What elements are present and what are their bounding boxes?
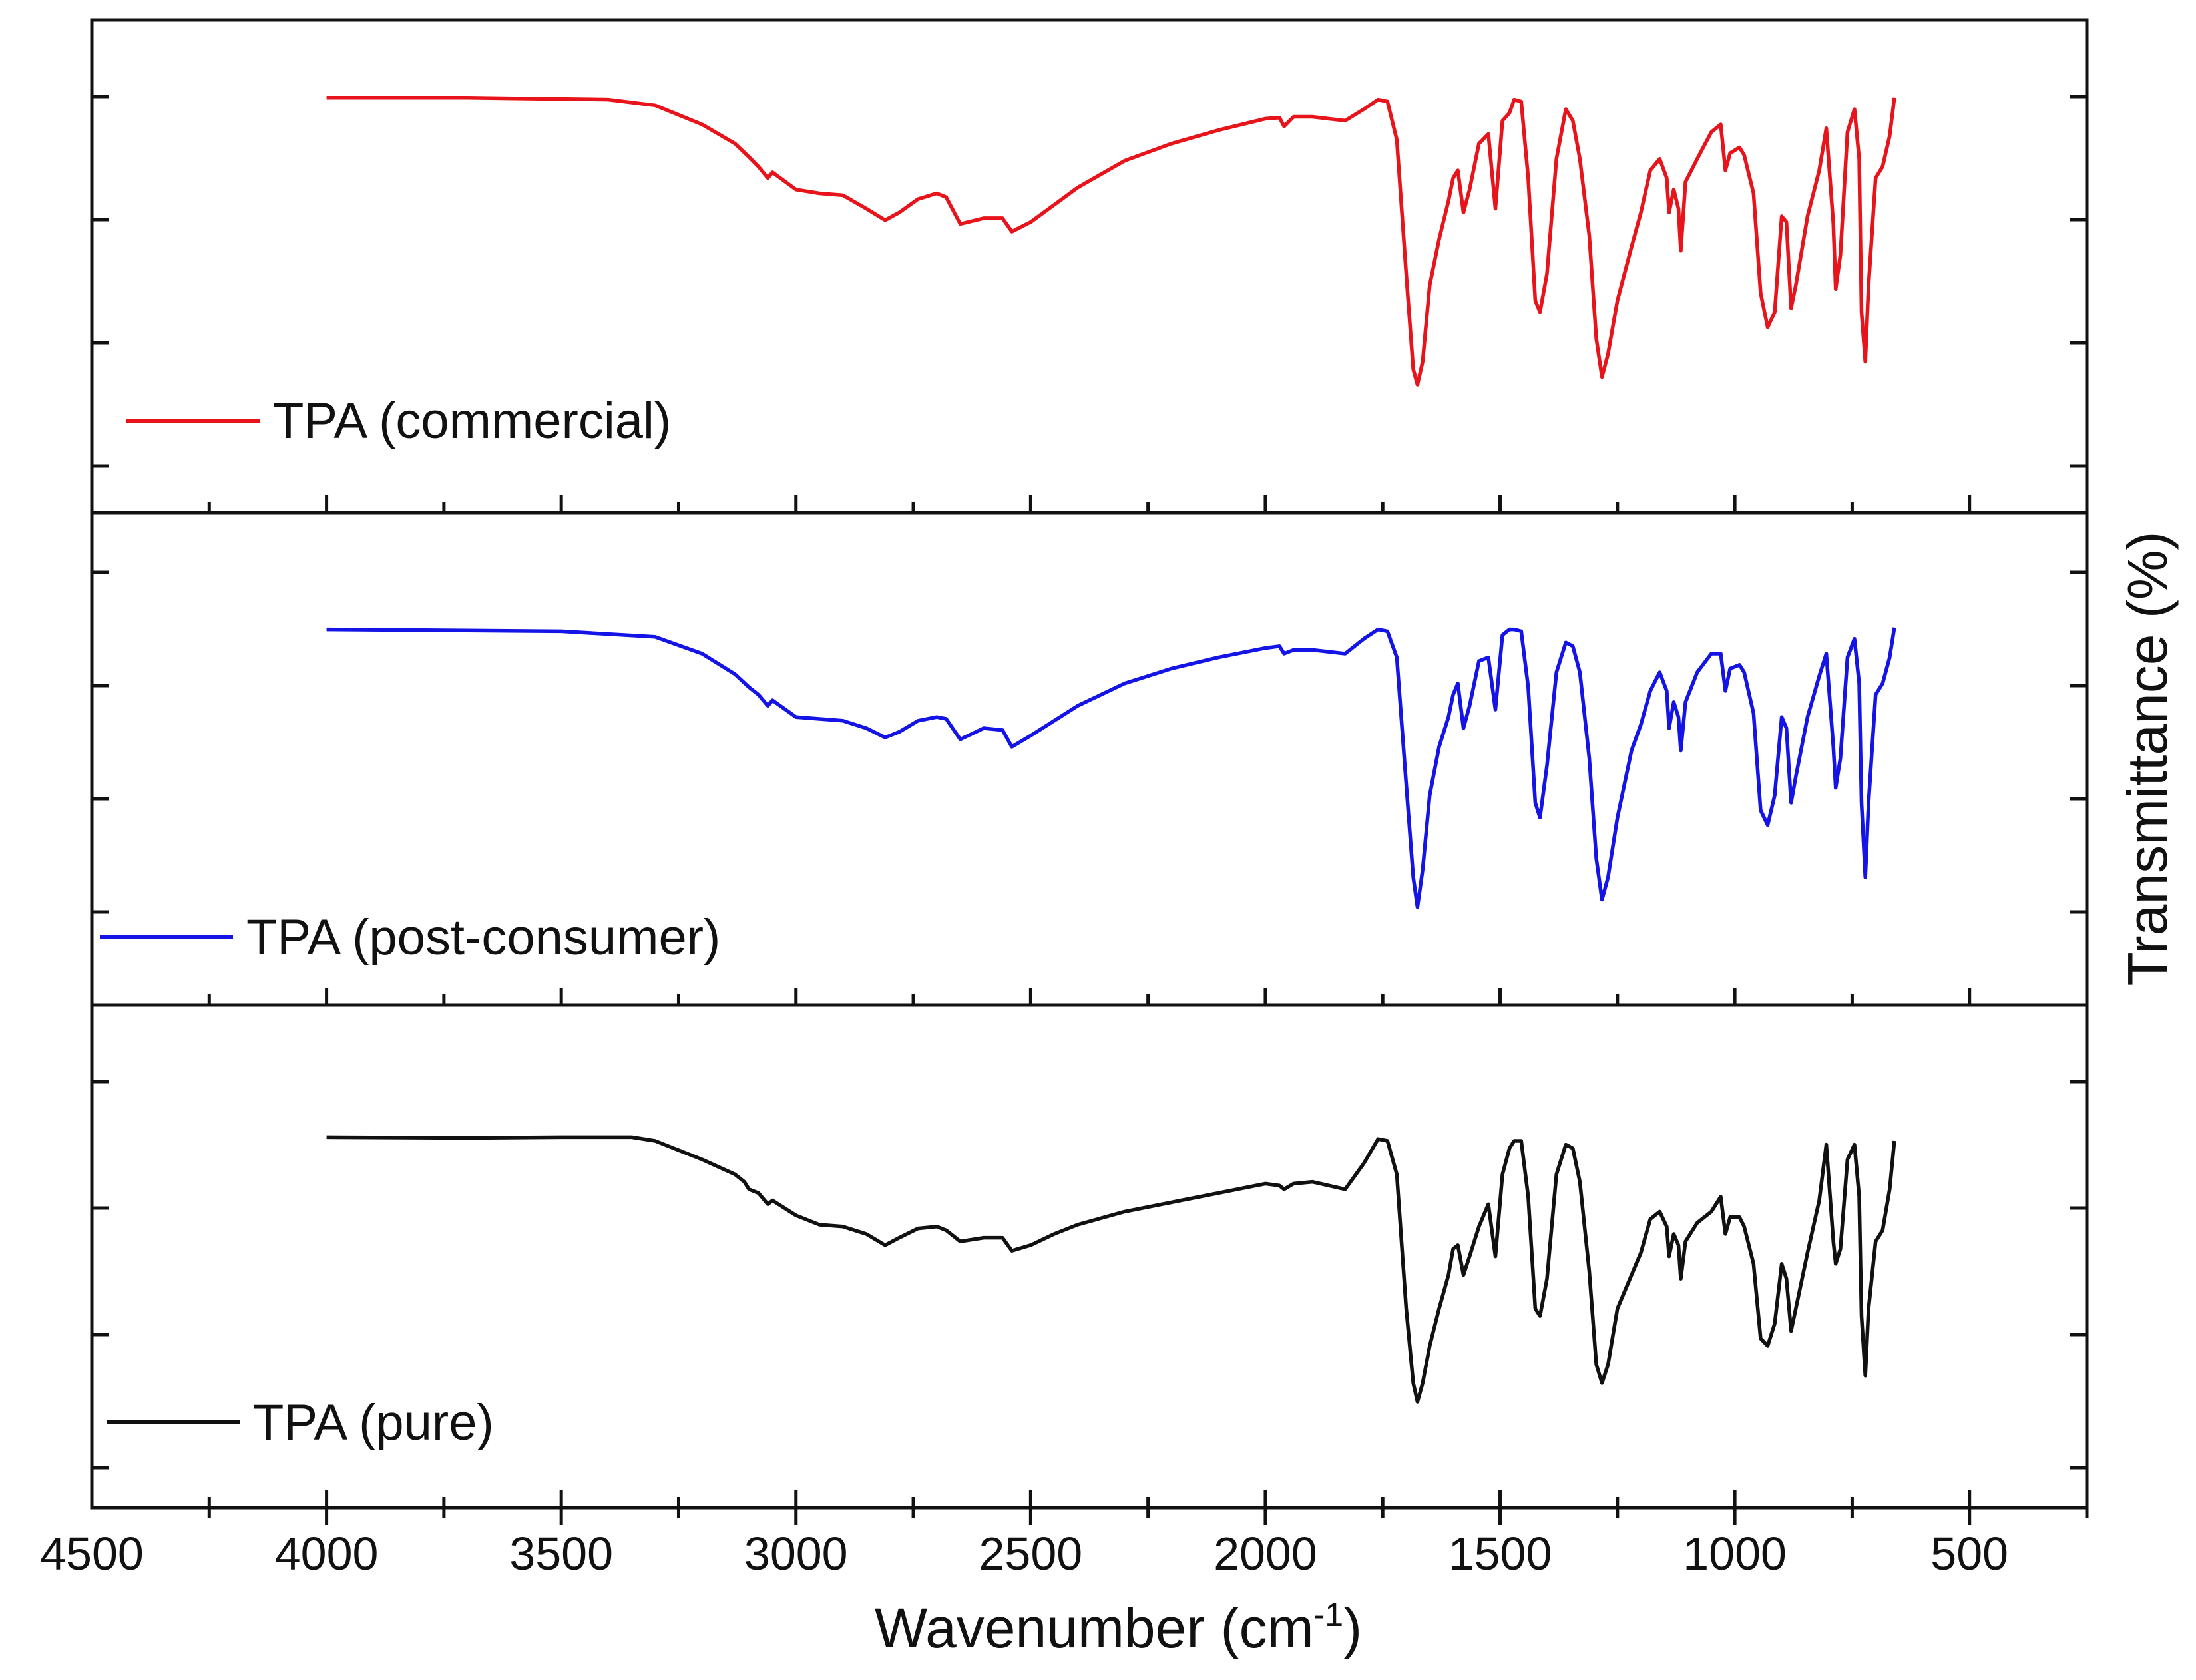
x-tick-label: 3500: [509, 1528, 613, 1579]
panel-frames: [90, 18, 2089, 1510]
spectra: [326, 96, 1896, 1404]
series-line-post-consumer: [326, 627, 1896, 909]
x-tick-label: 1000: [1683, 1528, 1787, 1579]
y-axis-title: Transmittance (%): [2116, 531, 2179, 986]
x-tick-label: 2000: [1213, 1528, 1317, 1579]
legend-commercial: TPA (commercial): [126, 393, 671, 449]
legend-label-post-consumer: TPA (post-consumer): [246, 909, 720, 966]
axis-ticks: [92, 95, 2089, 1525]
series-line-commercial: [326, 96, 1896, 387]
x-tick-label: 500: [1930, 1528, 2008, 1579]
x-axis-title-main: Wavenumber (cm: [875, 1597, 1314, 1659]
x-axis-title-superscript: -1: [1314, 1596, 1343, 1633]
x-tick-label: 1500: [1448, 1528, 1552, 1579]
x-tick-label: 3000: [744, 1528, 848, 1579]
legend-pure: TPA (pure): [107, 1394, 494, 1451]
x-axis-title: Wavenumber (cm-1): [875, 1596, 1362, 1659]
x-tick-labels: 4500 4000 3500 3000 2500 2000 1500 1000 500: [40, 1528, 2008, 1579]
legend-post-consumer: TPA (post-consumer): [100, 909, 720, 966]
legend-label-commercial: TPA (commercial): [273, 393, 671, 449]
x-tick-label: 4000: [275, 1528, 379, 1579]
x-axis-title-tail: ): [1343, 1597, 1362, 1659]
x-tick-label: 4500: [40, 1528, 144, 1579]
series-line-pure: [326, 1135, 1896, 1404]
x-tick-label: 2500: [979, 1528, 1082, 1579]
panel-pure-frame: [90, 1003, 2089, 1510]
legend-label-pure: TPA (pure): [253, 1394, 494, 1451]
